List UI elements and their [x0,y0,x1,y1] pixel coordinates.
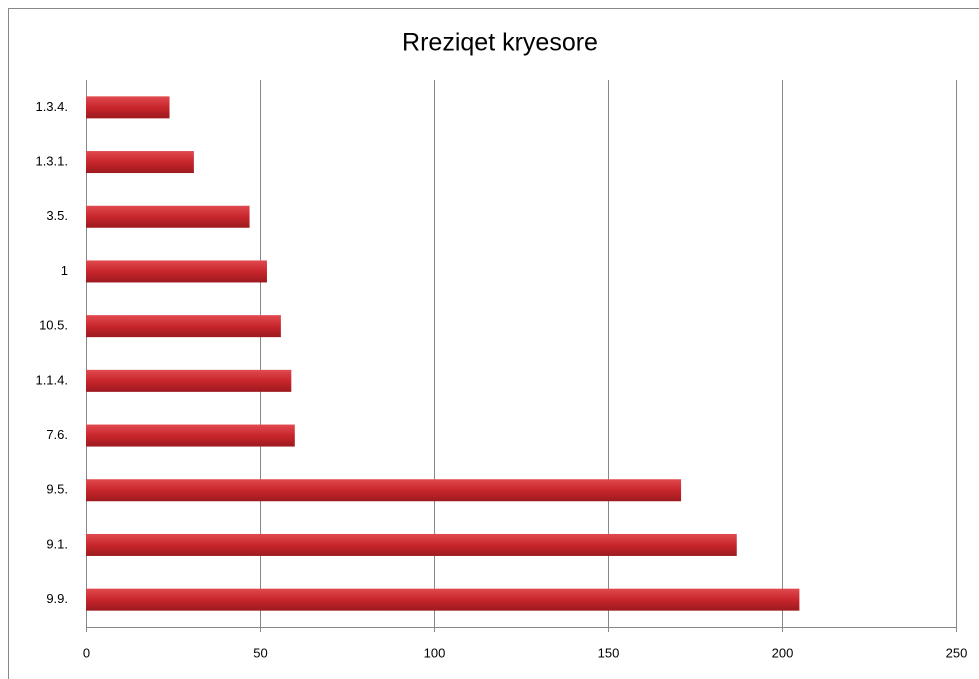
bars [86,96,800,611]
y-tick-label: 1.1.4. [35,372,68,387]
chart-title: Rreziqet kryesore [402,29,598,57]
grid: 0 50 100 150 200 250 1.3.4. 1.3.1. 3.5. 1 10.5. 1.1… [35,80,967,660]
x-tick-label: 50 [253,645,267,660]
y-tick-label: 1.3.1. [35,153,68,168]
y-tick-label: 3.5. [46,208,68,223]
bar [86,369,292,392]
bar [86,479,682,502]
x-tick-label: 200 [772,645,794,660]
bar [86,151,194,174]
y-tick-label: 9.9. [46,591,68,606]
bar [86,315,281,338]
y-tick-label: 9.1. [46,536,68,551]
y-tick-label: 1.3.4. [35,99,68,114]
bar [86,588,800,611]
x-tick-label: 100 [424,645,446,660]
bar [86,205,250,228]
bar [86,533,737,556]
y-tick-label: 7.6. [46,427,68,442]
bar [86,260,267,283]
bar [86,96,170,119]
chart-frame [8,8,979,679]
y-tick-label: 10.5. [39,318,68,333]
x-tick-label: 250 [946,645,968,660]
x-tick-label: 150 [598,645,620,660]
y-tick-label: 9.5. [46,482,68,497]
y-tick-label: 1 [61,263,68,278]
bar [86,424,295,447]
x-tick-label: 0 [83,645,90,660]
